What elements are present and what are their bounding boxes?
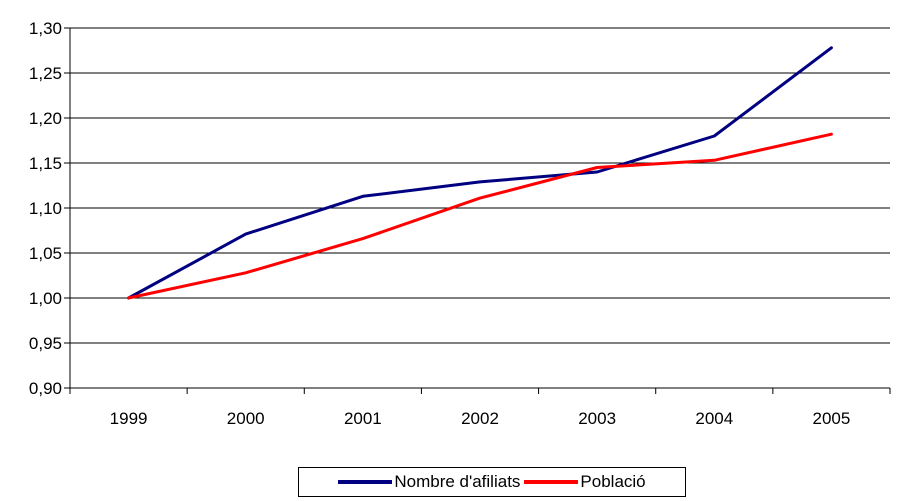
x-tick-label: 2005 — [813, 409, 851, 428]
x-tick-label: 2000 — [227, 409, 265, 428]
legend-label-afiliats: Nombre d'afiliats — [394, 472, 521, 491]
y-gridlines — [70, 27, 890, 344]
x-tick-label: 2002 — [461, 409, 499, 428]
x-tick-label: 2004 — [695, 409, 733, 428]
y-tick-label: 0,90 — [29, 379, 62, 398]
legend-item-poblacio: Població — [524, 472, 646, 492]
y-tick-label: 0,95 — [29, 334, 62, 353]
y-tick-label: 1,00 — [29, 289, 62, 308]
y-tick-label: 1,15 — [29, 154, 62, 173]
y-tick-label: 1,20 — [29, 109, 62, 128]
series-line-0 — [127, 46, 833, 300]
y-tick-label: 1,25 — [29, 64, 62, 83]
x-tick-label: 2001 — [344, 409, 382, 428]
x-tick-label: 1999 — [110, 409, 148, 428]
legend-swatch-poblacio — [524, 480, 579, 484]
x-tick-label: 2003 — [578, 409, 616, 428]
series-line-1 — [127, 132, 833, 300]
y-tick-label: 1,05 — [29, 244, 62, 263]
axes — [64, 27, 891, 394]
line-chart: 0,90 0,95 1,00 1,05 1,10 1,15 1,20 1,25 1,30 199… — [29, 19, 891, 428]
legend-item-afiliats: Nombre d'afiliats — [338, 472, 520, 492]
y-tick-labels: 0,90 0,95 1,00 1,05 1,10 1,15 1,20 1,25 1,30 — [29, 19, 62, 398]
y-tick-label: 1,10 — [29, 199, 62, 218]
x-tick-labels: 1999 2000 2001 2002 2003 2004 2005 — [110, 409, 851, 428]
legend-label-poblacio: Població — [580, 472, 646, 491]
legend-swatch-afiliats — [338, 480, 393, 484]
y-tick-label: 1,30 — [29, 19, 62, 38]
legend: Nombre d'afiliats Població — [298, 467, 686, 497]
series-lines — [127, 46, 833, 300]
